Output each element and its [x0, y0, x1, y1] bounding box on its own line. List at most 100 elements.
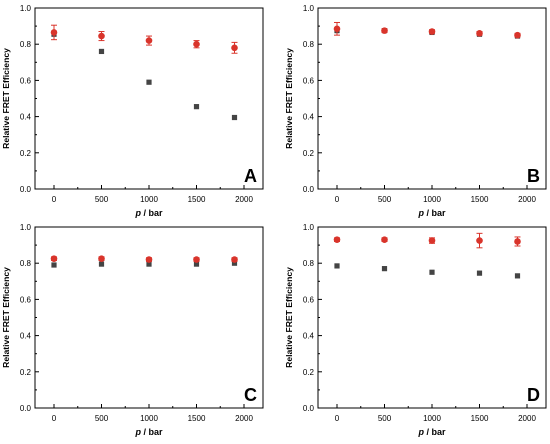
y-tick-label: 0.2: [20, 368, 32, 377]
data-point-gray: [98, 48, 105, 55]
y-tick-label: 0.6: [20, 76, 32, 85]
data-point-red: [514, 31, 521, 39]
x-tick-label: 1500: [471, 195, 489, 204]
data-point-gray: [381, 266, 388, 272]
x-tick-label: 0: [335, 414, 340, 423]
y-axis-label: Relative FRET Efficiency: [1, 48, 11, 149]
data-point-red: [381, 27, 388, 34]
panel-label: A: [244, 166, 257, 186]
data-point-red: [50, 255, 58, 262]
y-tick-label: 0.2: [20, 149, 32, 158]
x-axis-label-unit: / bar: [424, 427, 446, 437]
x-axis-label-variable: p: [417, 208, 424, 218]
data-point-red: [381, 236, 388, 243]
y-tick-label: 0.8: [20, 259, 32, 268]
y-tick-label: 0.6: [303, 295, 315, 304]
plot-frame: [317, 7, 547, 190]
data-point-gray: [146, 79, 152, 85]
y-tick-label: 1.0: [20, 223, 32, 232]
x-axis-label: p / bar: [417, 427, 446, 437]
y-tick-label: 0.0: [20, 404, 32, 413]
data-point-red: [476, 30, 483, 37]
data-point-red: [145, 37, 153, 44]
x-tick-label: 500: [378, 414, 392, 423]
y-axis-label: Relative FRET Efficiency: [1, 267, 11, 368]
x-axis-label-variable: p: [417, 427, 424, 437]
x-axis-label-variable: p: [134, 427, 141, 437]
plot-frame: [317, 226, 547, 409]
y-tick-label: 1.0: [303, 4, 315, 13]
data-point-red: [98, 255, 105, 262]
data-point-gray: [514, 273, 521, 279]
data-point-gray: [146, 261, 152, 267]
data-point-gray: [429, 269, 435, 275]
data-point-red: [145, 256, 153, 263]
x-tick-label: 2000: [518, 195, 536, 204]
x-axis-label-unit: / bar: [141, 208, 163, 218]
y-tick-label: 0.4: [20, 113, 32, 122]
y-tick-label: 0.6: [20, 295, 32, 304]
x-tick-label: 500: [95, 195, 109, 204]
x-tick-label: 1000: [140, 195, 158, 204]
y-tick-label: 0.8: [303, 40, 315, 49]
x-tick-label: 1000: [423, 414, 441, 423]
data-point-red: [476, 237, 483, 244]
data-point-red: [333, 236, 341, 243]
data-point-gray: [193, 261, 200, 267]
data-point-red: [514, 238, 521, 245]
y-tick-label: 0.8: [303, 259, 315, 268]
data-point-red: [193, 40, 200, 48]
y-axis-label: Relative FRET Efficiency: [284, 48, 294, 149]
data-point-red: [428, 237, 436, 244]
x-tick-label: 1500: [188, 195, 206, 204]
data-point-gray: [98, 261, 105, 267]
panel-b: 0.0 0.2 0.4 0.6 0.8 1.0 0 500 1000 1500 2000 Relati…: [284, 4, 547, 218]
data-point-red: [98, 32, 105, 40]
x-tick-label: 0: [52, 414, 57, 423]
y-tick-label: 0.0: [303, 185, 315, 194]
x-axis-label: p / bar: [134, 208, 163, 218]
y-tick-label: 0.6: [303, 76, 315, 85]
x-axis-label: p / bar: [417, 208, 446, 218]
x-tick-label: 1500: [471, 414, 489, 423]
x-axis-label-unit: / bar: [141, 427, 163, 437]
panel-label: C: [244, 385, 257, 405]
data-point-gray: [193, 104, 200, 110]
x-tick-label: 500: [95, 414, 109, 423]
plot-frame: [34, 226, 264, 409]
data-point-red: [50, 29, 58, 36]
y-tick-label: 0.4: [303, 332, 315, 341]
plot-frame: [34, 7, 264, 190]
y-tick-label: 0.2: [303, 149, 315, 158]
y-tick-label: 0.4: [303, 113, 315, 122]
x-axis-label-unit: / bar: [424, 208, 446, 218]
data-point-gray: [334, 263, 340, 269]
panel-d: 0.0 0.2 0.4 0.6 0.8 1.0 0 500 1000 1500 2000 Relati…: [284, 223, 547, 437]
y-tick-label: 0.0: [20, 185, 32, 194]
y-tick-label: 0.8: [20, 40, 32, 49]
panel-label: D: [527, 385, 540, 405]
x-tick-label: 2000: [235, 195, 253, 204]
panel-a: 0.0 0.2 0.4 0.6 0.8 1.0 0 500 1000 1500 2000 Relati…: [1, 4, 264, 218]
data-point-red: [231, 44, 238, 52]
y-tick-label: 0.4: [20, 332, 32, 341]
data-point-red: [333, 25, 341, 33]
x-tick-label: 1500: [188, 414, 206, 423]
data-point-red: [231, 256, 238, 263]
panel-label: B: [527, 166, 540, 186]
x-tick-label: 1000: [423, 195, 441, 204]
y-tick-label: 1.0: [303, 223, 315, 232]
x-axis-label: p / bar: [134, 427, 163, 437]
y-tick-label: 0.2: [303, 368, 315, 377]
y-tick-label: 0.0: [303, 404, 315, 413]
data-point-gray: [231, 260, 238, 266]
x-tick-label: 0: [335, 195, 340, 204]
y-tick-label: 1.0: [20, 4, 32, 13]
x-tick-label: 500: [378, 195, 392, 204]
data-point-gray: [231, 114, 238, 121]
x-tick-label: 1000: [140, 414, 158, 423]
x-tick-label: 2000: [235, 414, 253, 423]
data-point-red: [428, 28, 436, 35]
panel-c: 0.0 0.2 0.4 0.6 0.8 1.0 0 500 1000 1500 2000 Relati…: [1, 223, 264, 437]
